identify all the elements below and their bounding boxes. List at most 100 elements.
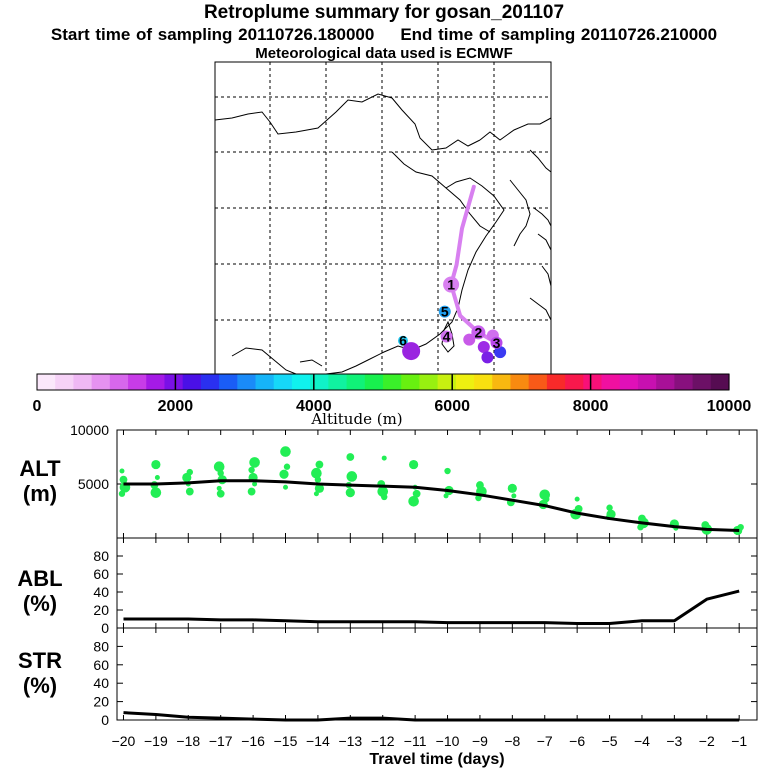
x-tick-label: −4 xyxy=(634,733,650,749)
trajectory-layer: 1 5 6 4 23 xyxy=(397,184,507,364)
colorbar-swatch xyxy=(656,374,675,390)
plume-marker xyxy=(443,276,460,293)
x-tick-label: −6 xyxy=(569,733,585,749)
panel-frame xyxy=(116,537,758,629)
plume-cluster-dot xyxy=(481,351,494,364)
map-frame xyxy=(214,61,552,375)
altitude-scatter-point xyxy=(248,466,255,474)
colorbar-swatch xyxy=(455,374,475,390)
y-tick-label: 5000 xyxy=(78,476,109,492)
y-tick-label: 10000 xyxy=(70,422,109,438)
altitude-scatter-point xyxy=(412,489,421,498)
altitude-scatter-point xyxy=(381,493,388,501)
plume-label: 2 xyxy=(474,324,482,340)
plume-cluster-dot xyxy=(477,340,490,353)
x-tick-label: −12 xyxy=(371,733,395,749)
sampling-times: Start time of sampling 20110726.180000 En… xyxy=(0,25,768,45)
colorbar-swatch xyxy=(364,374,384,390)
x-tick-label: −10 xyxy=(436,733,460,749)
alt-panel-label: ALT xyxy=(19,456,61,481)
altitude-scatter-point xyxy=(151,459,161,470)
colorbar-swatch xyxy=(546,374,566,390)
colorbar-swatch xyxy=(419,374,439,390)
colorbar-swatch xyxy=(109,374,129,390)
altitude-scatter-point xyxy=(574,496,580,502)
x-tick-label: −13 xyxy=(338,733,362,749)
altitude-scatter-point xyxy=(283,484,289,490)
altitude-scatter-point xyxy=(119,468,125,474)
x-tick-label: −1 xyxy=(731,733,747,749)
colorbar-swatch xyxy=(383,374,402,390)
y-tick-label: 80 xyxy=(93,548,109,564)
altitude-colorbar: 0 2000 4000 6000 8000 10000 xyxy=(33,373,751,415)
altitude-scatter-point xyxy=(408,495,419,507)
colorbar-swatch xyxy=(310,374,329,390)
plume-label: 6 xyxy=(399,333,407,349)
y-tick-label: 20 xyxy=(93,694,109,710)
plume-label: 1 xyxy=(447,277,455,293)
panel-frame xyxy=(116,429,758,539)
y-tick-label: 20 xyxy=(93,602,109,618)
colorbar-swatch xyxy=(273,374,293,390)
plume-marker xyxy=(402,342,421,361)
colorbar-swatch xyxy=(437,374,457,390)
coastlines xyxy=(214,93,552,375)
series-line xyxy=(123,479,740,532)
altitude-scatter-point xyxy=(252,481,258,487)
altitude-scatter-point xyxy=(409,459,419,470)
x-tick-label: −15 xyxy=(274,733,298,749)
plume-label: 3 xyxy=(493,335,501,351)
y-tick-label: 0 xyxy=(101,712,109,728)
series-line xyxy=(123,589,740,625)
x-tick-label: −11 xyxy=(404,733,427,749)
altitude-scatter-point xyxy=(511,493,517,499)
colorbar-swatch xyxy=(182,374,202,390)
colorbar-swatch xyxy=(200,374,220,390)
colorbar-swatch xyxy=(619,374,639,390)
altitude-scatter-point xyxy=(637,524,644,531)
altitude-scatter-point xyxy=(475,494,482,502)
y-tick-label: 40 xyxy=(93,584,109,600)
altitude-scatter-point xyxy=(279,469,289,479)
altitude-scatter-point xyxy=(247,487,256,496)
x-tick-label: −2 xyxy=(699,733,715,749)
colorbar-swatch xyxy=(237,374,257,390)
map-panel: 1 5 6 4 23 xyxy=(214,61,552,375)
plume-marker xyxy=(471,325,486,340)
altitude-scatter-point xyxy=(346,453,355,461)
altitude-scatter-point xyxy=(213,461,225,473)
plume-label: 5 xyxy=(441,304,449,320)
altitude-scatter-point xyxy=(249,457,260,468)
altitude-scatter-point xyxy=(216,485,222,491)
y-tick-label: 0 xyxy=(101,620,109,636)
abl-panel-unit: (%) xyxy=(23,591,57,616)
altitude-scatter-point xyxy=(217,470,224,477)
alt-panel-unit: (m) xyxy=(23,481,57,506)
colorbar-swatch xyxy=(492,374,512,390)
plot-title: Retroplume summary for gosan_201107 xyxy=(203,2,565,23)
altitude-scatter-point xyxy=(154,475,160,481)
x-tick-label: −19 xyxy=(144,733,168,749)
altitude-scatter-point xyxy=(280,446,291,457)
colorbar-swatch xyxy=(401,374,421,390)
colorbar-tick-label: 0 xyxy=(33,398,42,415)
colorbar-swatch xyxy=(710,374,730,390)
altitude-scatter-point xyxy=(381,455,387,461)
altitude-scatter-point xyxy=(150,487,162,498)
colorbar-swatch xyxy=(73,374,93,390)
altitude-scatter-point xyxy=(185,487,194,496)
map-gridlines xyxy=(215,62,551,374)
colorbar-swatch xyxy=(128,374,147,390)
colorbar-swatch xyxy=(674,374,694,390)
colorbar-swatch xyxy=(91,374,111,390)
colorbar-swatch xyxy=(328,374,348,390)
x-axis-label: Travel time (days) xyxy=(369,751,504,768)
x-tick-label: −20 xyxy=(112,733,136,749)
x-tick-label: −8 xyxy=(504,733,520,749)
colorbar-swatch xyxy=(164,374,184,390)
colorbar-frame xyxy=(36,373,730,391)
met-data-label: Meteorological data used is ECMWF xyxy=(255,45,513,62)
plume-cluster-dot xyxy=(494,346,507,359)
abl-panel-label: ABL xyxy=(17,566,62,591)
